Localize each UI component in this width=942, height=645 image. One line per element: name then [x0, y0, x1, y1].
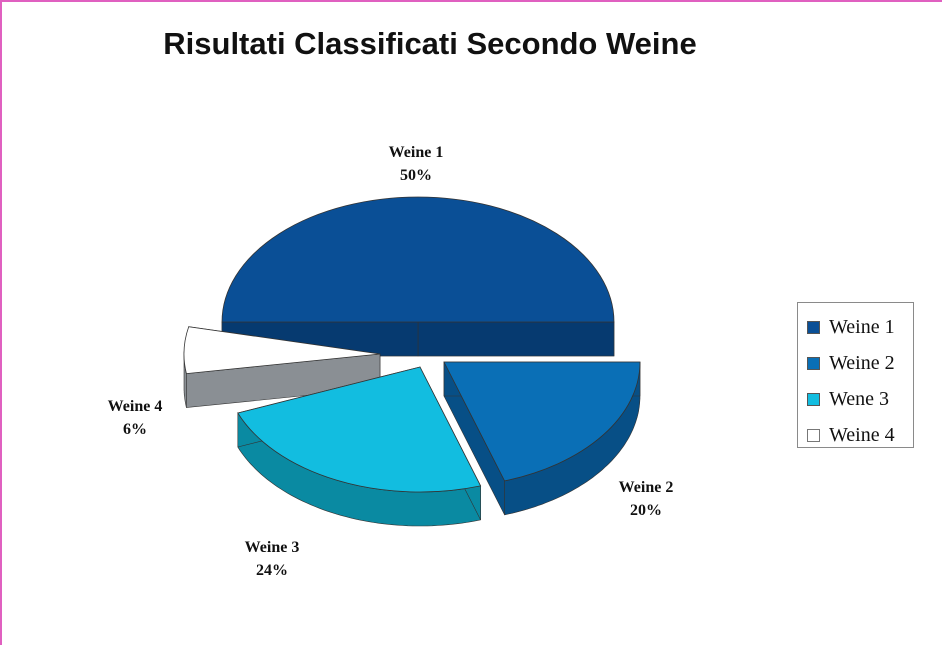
slice-name-label-weine-1: Weine 1	[389, 144, 444, 161]
pie-slice-weine-4	[183, 326, 381, 408]
slice-value-label-weine-2: 20%	[630, 502, 662, 519]
slice-value-label-weine-3: 24%	[256, 562, 288, 579]
slice-name-label-weine-2: Weine 2	[619, 479, 674, 496]
legend-swatch-4	[807, 428, 820, 442]
pie-slice-weine-1	[221, 196, 615, 357]
pie-slice-weine-3	[237, 366, 482, 527]
legend-label-1: Weine 1	[829, 315, 895, 338]
slice-value-label-weine-1: 50%	[400, 167, 432, 184]
pie-top-weine-1	[221, 196, 615, 323]
legend-swatch-3	[807, 392, 820, 406]
legend-item-3: Wene 3	[798, 381, 913, 417]
pie-top-weine-2	[443, 361, 641, 482]
legend-item-4: Weine 4	[798, 417, 913, 453]
slice-value-label-weine-4: 6%	[123, 421, 147, 438]
legend-label-4: Weine 4	[829, 423, 895, 446]
pie-top-weine-4	[183, 326, 381, 375]
pie-cut-weine-1-0	[417, 321, 615, 357]
pie-top-weine-3	[237, 366, 482, 493]
legend-label-3: Wene 3	[829, 387, 890, 410]
pie-slice-weine-2	[443, 361, 641, 516]
legend-swatch-1	[807, 320, 820, 334]
chart-legend: Weine 1 Weine 2 Wene 3 Weine 4	[797, 302, 914, 448]
slice-name-label-weine-3: Weine 3	[245, 539, 300, 556]
legend-item-2: Weine 2	[798, 345, 913, 381]
legend-item-1: Weine 1	[798, 309, 913, 345]
legend-label-2: Weine 2	[829, 351, 895, 374]
slice-name-label-weine-4: Weine 4	[108, 398, 163, 415]
legend-swatch-2	[807, 356, 820, 370]
chart-title: Risultati Classificati Secondo Weine	[163, 26, 697, 61]
